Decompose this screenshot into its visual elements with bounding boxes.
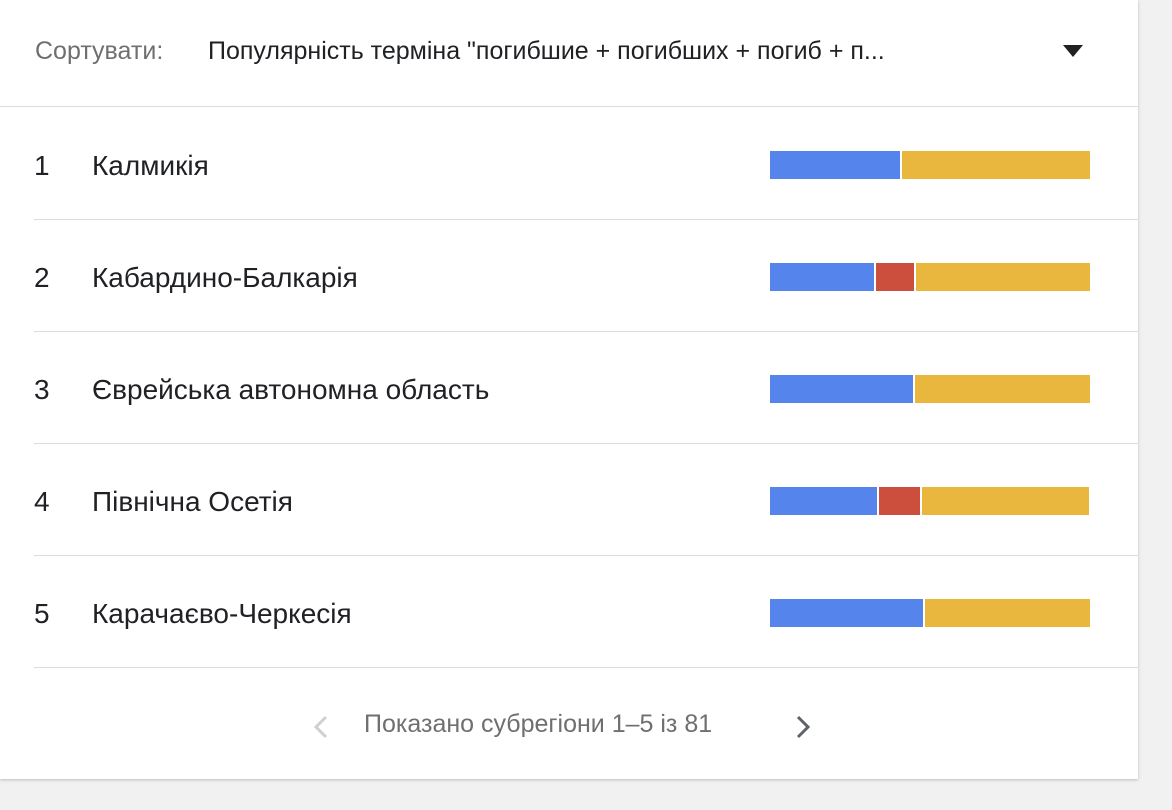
- bar-segment-yellow: [902, 151, 1090, 179]
- bar-segment-red: [879, 487, 920, 515]
- region-rank: 5: [34, 598, 50, 629]
- bar-segment-blue: [770, 487, 877, 515]
- regions-card: Сортувати: Популярність терміна "погибши…: [0, 0, 1138, 779]
- region-row[interactable]: 1 Калмикія: [34, 108, 1138, 220]
- region-row[interactable]: 3 Єврейська автономна область: [34, 332, 1138, 444]
- chevron-right-icon[interactable]: [792, 713, 814, 741]
- bar-segment-blue: [770, 599, 923, 627]
- term-share-bar: [770, 599, 1090, 627]
- region-name[interactable]: Калмикія: [92, 150, 209, 181]
- bar-segment-yellow: [925, 599, 1090, 627]
- bar-segment-blue: [770, 151, 900, 179]
- region-rank: 4: [34, 486, 50, 517]
- term-share-bar: [770, 487, 1090, 515]
- region-rank: 1: [34, 150, 50, 181]
- region-name[interactable]: Північна Осетія: [92, 486, 293, 517]
- term-share-bar: [770, 151, 1090, 179]
- sort-bar[interactable]: Сортувати: Популярність терміна "погибши…: [0, 0, 1138, 107]
- term-share-bar: [770, 263, 1090, 291]
- region-row[interactable]: 2 Кабардино-Балкарія: [34, 220, 1138, 332]
- region-name[interactable]: Кабардино-Балкарія: [92, 262, 358, 293]
- bar-segment-yellow: [922, 487, 1089, 515]
- bar-segment-red: [876, 263, 914, 291]
- pagination-status: Показано субрегіони 1–5 із 81: [364, 710, 713, 738]
- dropdown-arrow-icon[interactable]: [1062, 44, 1084, 58]
- region-name[interactable]: Єврейська автономна область: [92, 374, 490, 405]
- sort-label: Сортувати:: [35, 37, 164, 65]
- region-row[interactable]: 5 Карачаєво-Черкесія: [34, 556, 1138, 668]
- chevron-left-icon[interactable]: [310, 713, 332, 741]
- region-rank: 3: [34, 374, 50, 405]
- region-row[interactable]: 4 Північна Осетія: [34, 444, 1138, 556]
- bar-segment-yellow: [915, 375, 1090, 403]
- term-share-bar: [770, 375, 1090, 403]
- sort-selected-value[interactable]: Популярність терміна "погибшие + погибши…: [208, 37, 885, 65]
- bar-segment-blue: [770, 263, 874, 291]
- bar-segment-blue: [770, 375, 913, 403]
- bar-segment-yellow: [916, 263, 1090, 291]
- region-name[interactable]: Карачаєво-Черкесія: [92, 598, 352, 629]
- region-rank: 2: [34, 262, 50, 293]
